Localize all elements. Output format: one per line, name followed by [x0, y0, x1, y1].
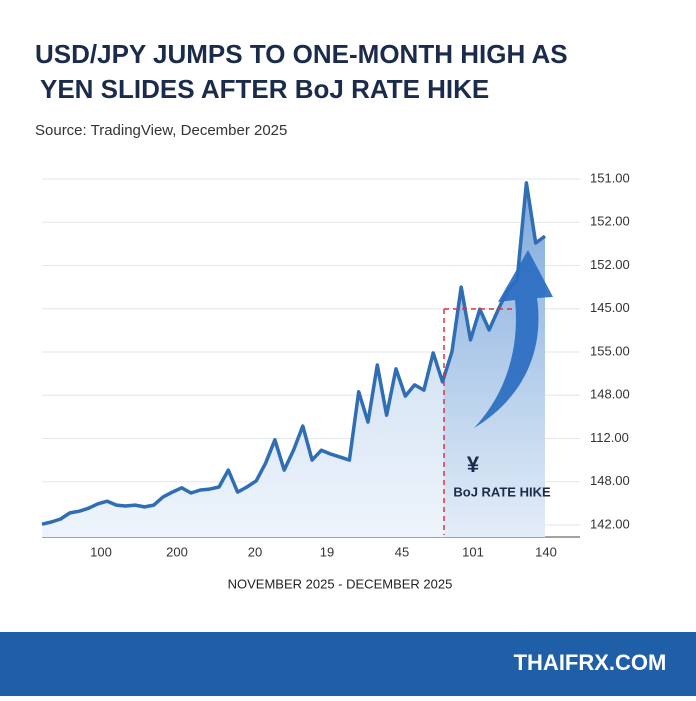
annotation-symbol: ¥: [467, 452, 480, 477]
y-tick-label: 142.00: [590, 516, 630, 531]
y-tick-label: 155.00: [590, 343, 630, 358]
x-tick-label: 101: [462, 544, 484, 559]
title: YEN SLIDES AFTER BoJ RATE HIKE: [40, 74, 489, 104]
x-tick-label: 200: [166, 544, 188, 559]
area: [42, 182, 545, 537]
footer-brand: THAIFRX.COM: [514, 650, 667, 675]
x-tick-label: 140: [535, 544, 557, 559]
x-tick-label: 45: [395, 544, 409, 559]
y-tick-label: 145.00: [590, 300, 630, 315]
title: USD/JPY JUMPS TO ONE-MONTH HIGH AS: [35, 39, 568, 69]
line: [41, 181, 547, 526]
y-tick-label: 152.00: [590, 214, 630, 229]
x-tick-label: 100: [90, 544, 112, 559]
x-axis-label: NOVEMBER 2025 - DECEMBER 2025: [228, 576, 453, 591]
x-tick-label: 19: [320, 544, 334, 559]
y-tick-label: 151.00: [590, 170, 630, 185]
y-tick-label: 148.00: [590, 473, 630, 488]
y-tick-label: 112.00: [590, 430, 629, 445]
y-tick-label: 152.00: [590, 257, 630, 272]
arrow: [474, 250, 553, 428]
annotation: BoJ RATE HIKE: [453, 484, 551, 499]
source: Source: TradingView, December 2025: [35, 122, 287, 139]
footer-bar: [0, 632, 696, 696]
y-tick-label: 148.00: [590, 387, 630, 402]
x-tick-label: 20: [248, 544, 262, 559]
